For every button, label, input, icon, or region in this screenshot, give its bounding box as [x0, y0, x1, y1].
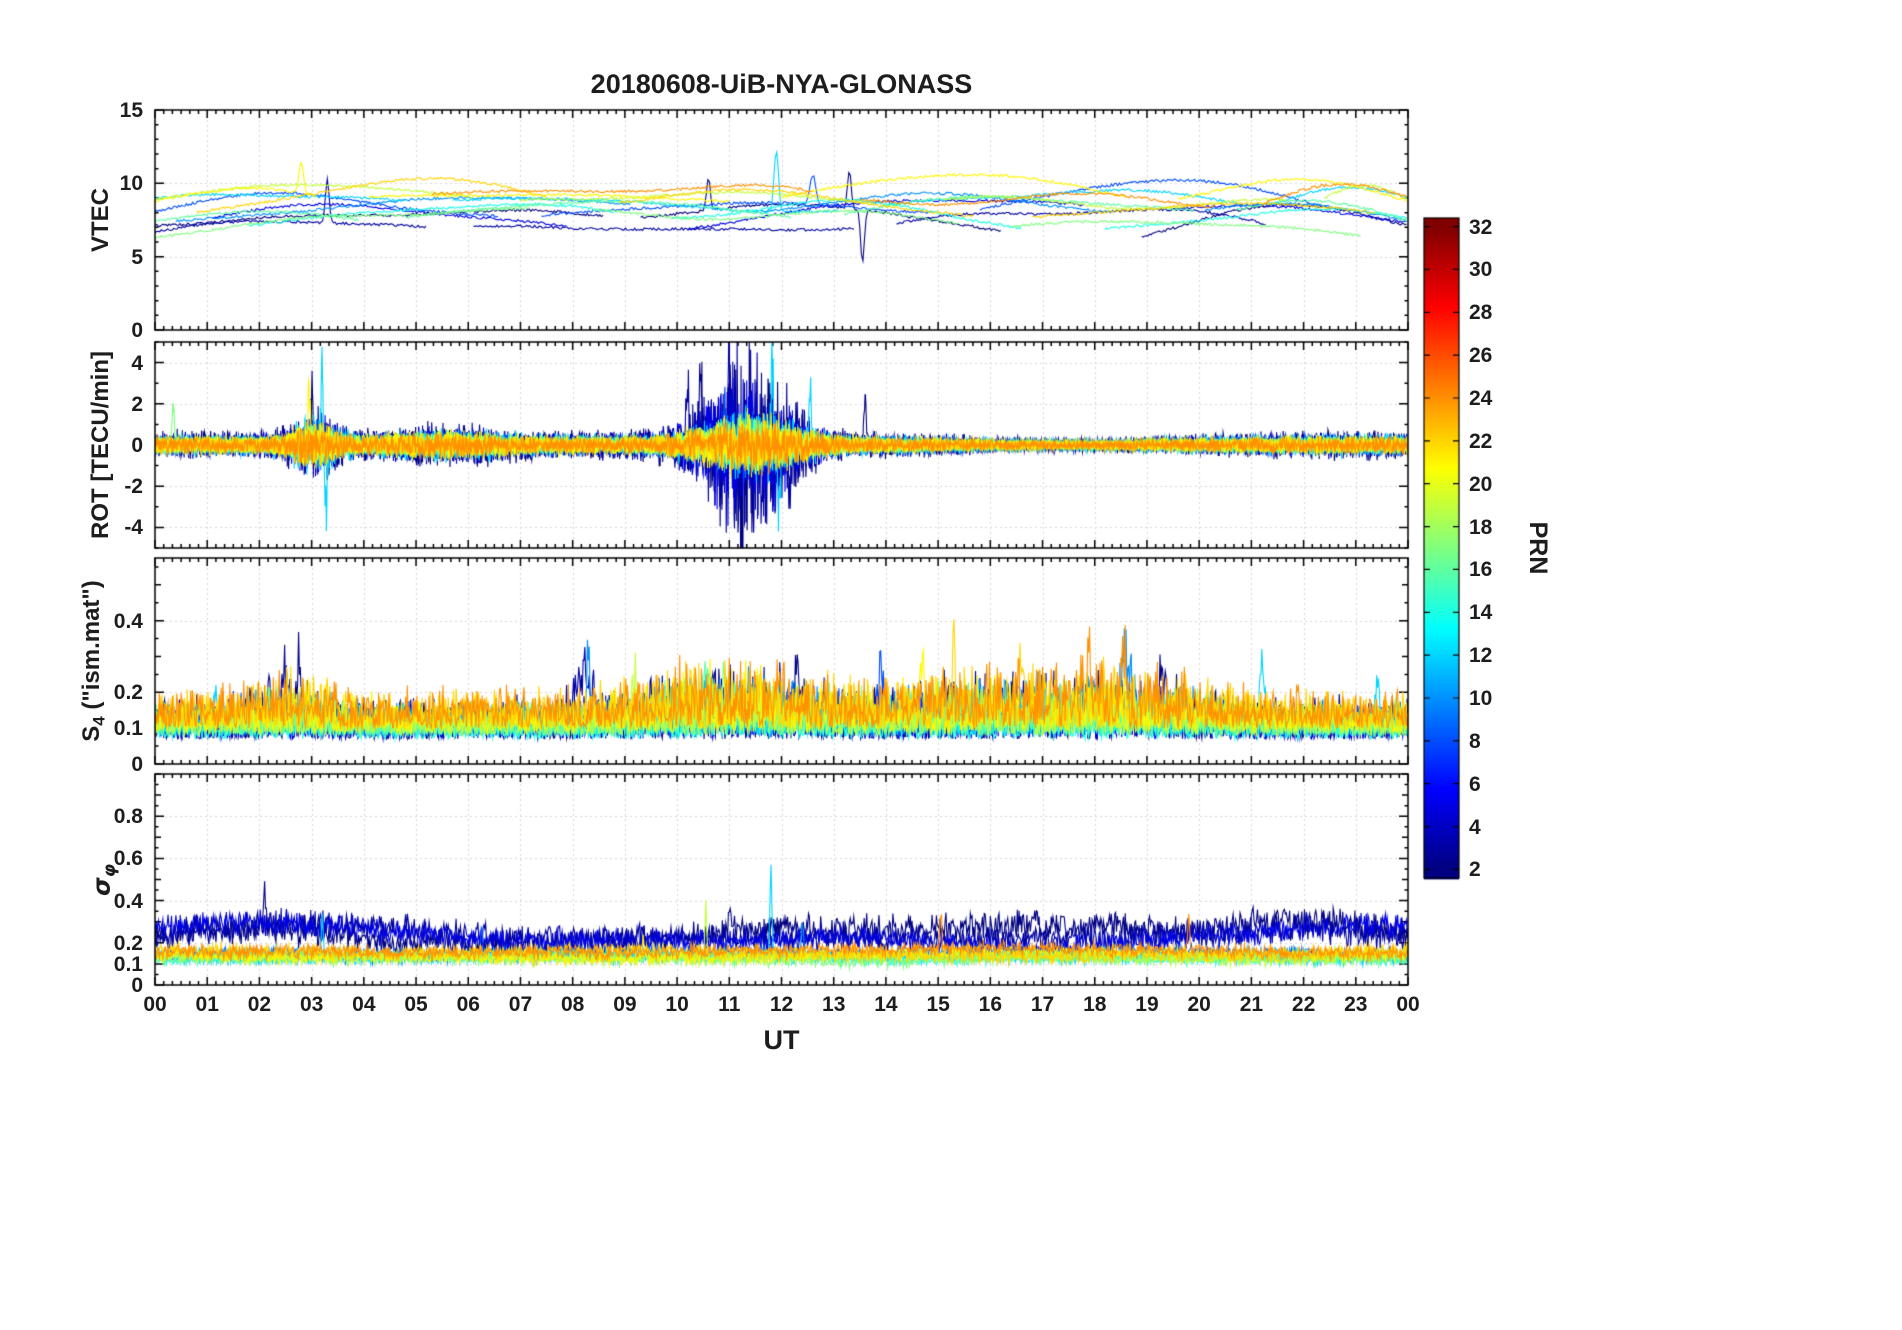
- x-tick-label: 18: [1083, 993, 1107, 1016]
- colorbar-tick-label: 20: [1469, 472, 1493, 496]
- x-tick-label: 19: [1135, 993, 1159, 1016]
- y-tick-label: 0: [131, 434, 143, 457]
- y-tick-label: 0.1: [113, 952, 143, 976]
- x-tick-label: 22: [1291, 993, 1316, 1016]
- y-tick-label: 0.2: [113, 681, 143, 705]
- x-tick-label: 00: [1396, 993, 1420, 1016]
- colorbar-tick-label: 32: [1469, 215, 1493, 239]
- colorbar-tick-label: 12: [1469, 644, 1493, 668]
- colorbar-tick-label: 2: [1469, 858, 1481, 882]
- colorbar-tick-label: 30: [1469, 258, 1493, 282]
- y-tick-label: 10: [119, 172, 143, 196]
- colorbar-tick-label: 18: [1469, 515, 1493, 539]
- y-tick-label: 0.4: [113, 889, 143, 913]
- x-tick-label: 20: [1187, 993, 1211, 1016]
- x-tick-label: 09: [613, 993, 637, 1016]
- x-tick-label: 00: [143, 993, 167, 1016]
- x-tick-label: 10: [665, 993, 689, 1016]
- chart-title: 20180608-UiB-NYA-GLONASS: [590, 69, 973, 99]
- colorbar-tick-label: 14: [1469, 601, 1493, 625]
- x-tick-label: 14: [874, 993, 898, 1016]
- x-tick-label: 08: [560, 993, 585, 1016]
- x-tick-label: 23: [1344, 993, 1368, 1016]
- x-tick-label: 02: [247, 993, 272, 1016]
- colorbar-label: PRN: [1523, 521, 1552, 575]
- x-tick-label: 05: [404, 993, 428, 1016]
- y-tick-label: 0.6: [113, 847, 143, 871]
- y-tick-label: 0: [131, 974, 143, 997]
- x-tick-label: 03: [299, 993, 324, 1016]
- xlabel: UT: [763, 1025, 800, 1055]
- colorbar-tick-label: 22: [1469, 429, 1493, 453]
- y-tick-label: 15: [119, 99, 143, 122]
- y-tick-label: 0.4: [113, 609, 143, 633]
- x-tick-label: 21: [1239, 993, 1264, 1016]
- y-tick-label: 0.8: [113, 805, 143, 829]
- y-tick-label: 2: [131, 392, 143, 416]
- colorbar-tick-label: 6: [1469, 772, 1481, 796]
- colorbar-tick-label: 10: [1469, 687, 1493, 710]
- colorbar-tick-label: 24: [1469, 387, 1493, 410]
- ylabel-vtec: VTEC: [86, 187, 114, 253]
- y-tick-label: -4: [124, 516, 143, 540]
- colorbar-tick-label: 28: [1469, 301, 1493, 325]
- y-tick-label: 0: [131, 319, 143, 342]
- colorbar-tick-label: 26: [1469, 344, 1493, 368]
- y-tick-label: 0.2: [113, 931, 143, 955]
- x-tick-label: 01: [195, 993, 219, 1016]
- colorbar-tick-label: 16: [1469, 558, 1493, 582]
- x-tick-label: 04: [352, 993, 376, 1016]
- y-tick-label: -2: [124, 475, 143, 499]
- colorbar-tick-label: 8: [1469, 729, 1481, 753]
- x-tick-label: 15: [926, 993, 950, 1016]
- x-tick-label: 16: [978, 993, 1002, 1016]
- y-tick-label: 5: [131, 245, 143, 269]
- x-tick-label: 06: [456, 993, 480, 1016]
- colorbar-tick-label: 4: [1469, 815, 1481, 839]
- x-tick-label: 11: [718, 993, 741, 1016]
- y-tick-label: 4: [131, 351, 143, 375]
- x-tick-label: 17: [1030, 993, 1055, 1016]
- y-tick-label: 0.1: [113, 717, 143, 741]
- y-tick-label: 0: [131, 753, 143, 776]
- x-tick-label: 12: [769, 993, 794, 1016]
- x-tick-label: 07: [508, 993, 533, 1016]
- x-tick-label: 13: [822, 993, 846, 1016]
